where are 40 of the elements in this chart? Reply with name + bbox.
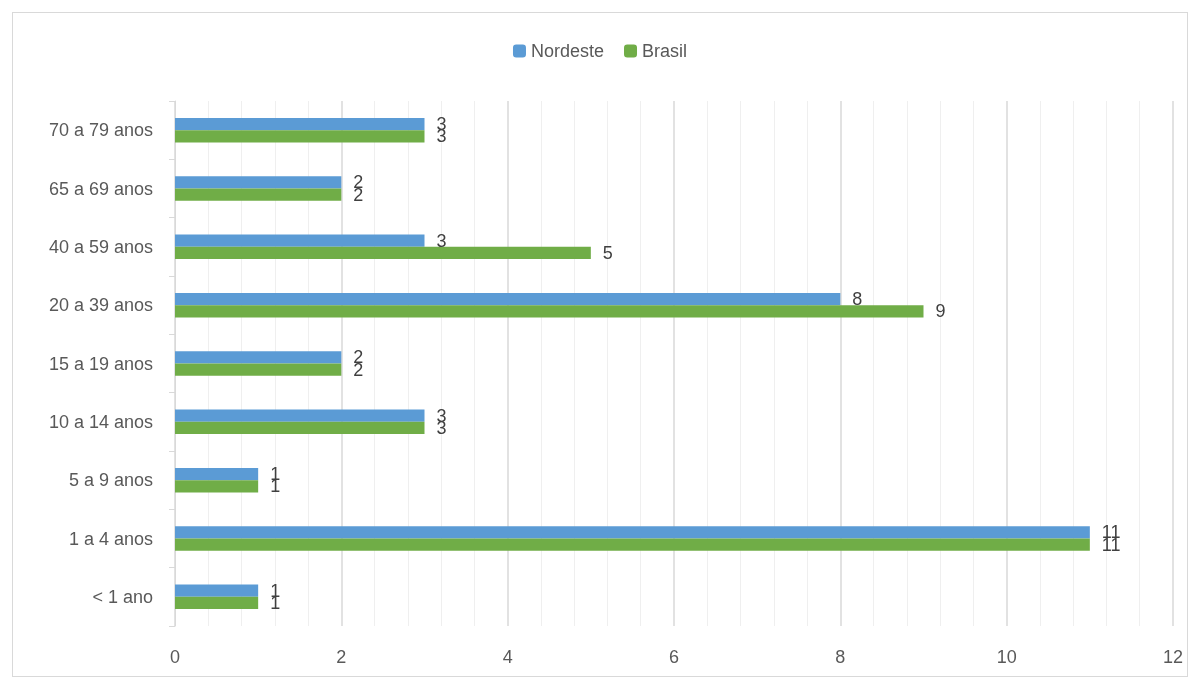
bar [175, 467, 259, 481]
bar [175, 596, 259, 610]
data-label: 8 [852, 289, 863, 310]
bar [175, 526, 1090, 539]
legend-label: Nordeste [530, 41, 605, 61]
y-tick-label: 15 a 19 anos [48, 353, 153, 374]
x-tick-label: 12 [1162, 647, 1184, 667]
y-tick-label: < 1 ano [92, 586, 153, 607]
bar [175, 246, 591, 260]
data-label: 5 [602, 242, 613, 263]
bar [175, 130, 425, 143]
y-tick-label: 5 a 9 anos [68, 470, 153, 491]
bar [175, 584, 259, 597]
bar [175, 188, 342, 201]
y-tick-label: 70 a 79 anos [48, 120, 153, 141]
y-tick-label: 10 a 14 anos [48, 411, 153, 432]
bar [175, 234, 425, 247]
x-tick-label: 10 [996, 647, 1017, 667]
y-tick-label: 1 a 4 anos [68, 528, 153, 549]
bar [175, 117, 425, 131]
legend-label: Brasil [642, 41, 688, 61]
bar [175, 480, 259, 493]
bar [175, 351, 342, 364]
x-tick-label: 4 [502, 647, 513, 667]
x-tick-label: 8 [835, 647, 846, 667]
bar [175, 421, 425, 435]
x-tick-label: 0 [169, 647, 181, 667]
bar [175, 176, 342, 189]
data-label: 3 [436, 230, 447, 251]
bar [175, 363, 342, 376]
bar [175, 538, 1090, 551]
y-tick-label: 20 a 39 anos [48, 295, 153, 316]
x-tick-label: 2 [336, 647, 347, 667]
data-label: 9 [935, 301, 946, 322]
y-tick-label: 65 a 69 anos [48, 178, 153, 199]
bar [175, 292, 841, 306]
bar [175, 305, 924, 318]
bar [175, 409, 425, 422]
x-tick-label: 6 [668, 647, 680, 667]
y-tick-label: 40 a 59 anos [48, 236, 153, 257]
